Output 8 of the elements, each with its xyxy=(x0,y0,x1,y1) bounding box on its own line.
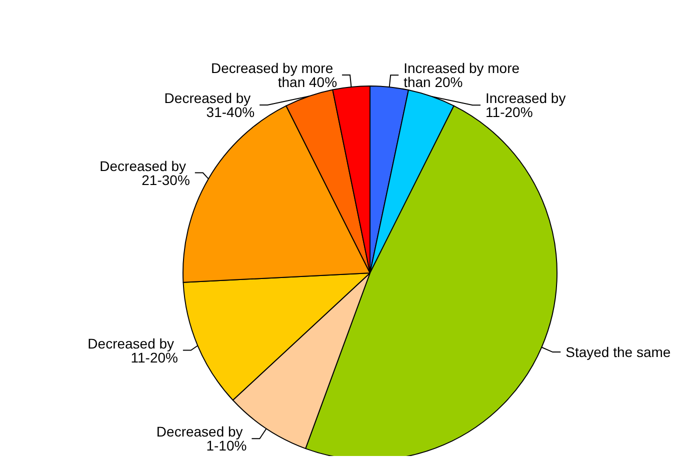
slice-label: Decreased by 1-10% xyxy=(156,424,247,454)
slice-label: Decreased by 21-30% xyxy=(100,158,190,188)
slice-label: Decreased by 11-20% xyxy=(88,335,178,366)
slice-label: Decreased by 31-40% xyxy=(164,90,255,120)
slice-label: Decreased by more than 40% xyxy=(210,60,338,90)
slice-label: Increased by more than 20% xyxy=(404,60,524,90)
slice-label: Stayed the same xyxy=(566,344,671,360)
slice-label: Increased by 11-20% xyxy=(486,90,570,120)
